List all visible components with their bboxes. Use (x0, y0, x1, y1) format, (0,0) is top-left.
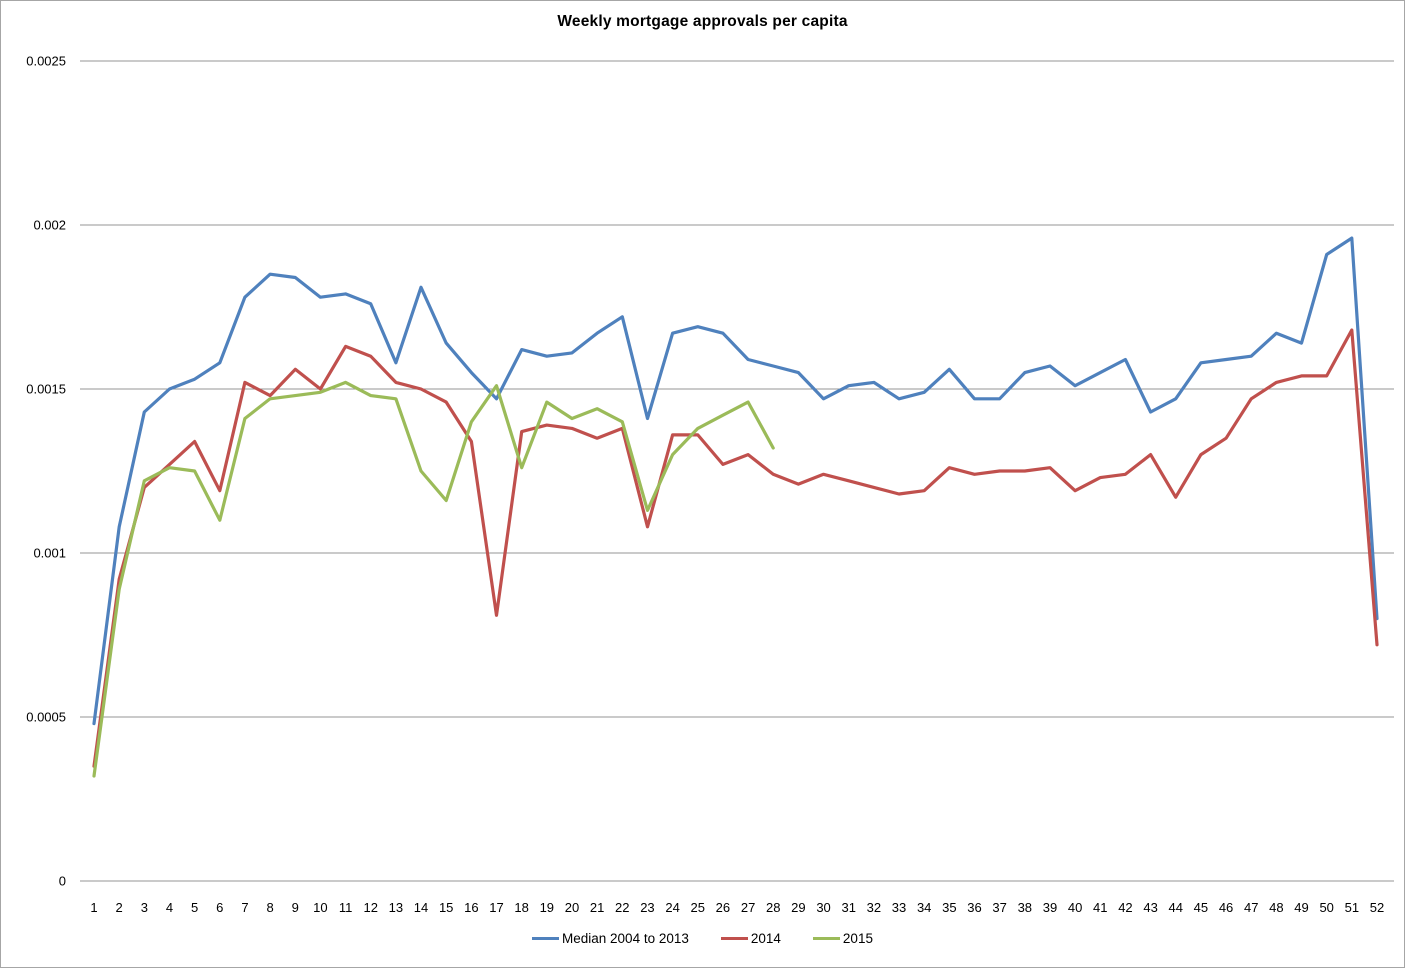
x-tick-label: 3 (141, 900, 148, 915)
x-tick-label: 37 (992, 900, 1006, 915)
legend-swatch-2014 (720, 937, 748, 940)
x-tick-label: 30 (816, 900, 830, 915)
legend-label-2015: 2015 (842, 931, 873, 946)
chart-title: Weekly mortgage approvals per capita (557, 13, 848, 30)
x-axis-labels: 1 2 3 4 5 6 7 8 9 10 11 12 13 14 15 16 17 18 19 20 21 22 23 24 2… (90, 900, 1384, 915)
y-axis-labels: 0 0.0005 0.001 0.0015 0.002 0.0025 (26, 54, 66, 889)
x-tick-label: 40 (1068, 900, 1082, 915)
legend-item-2014: 2014 (720, 931, 781, 946)
x-tick-label: 20 (565, 900, 579, 915)
x-tick-label: 10 (313, 900, 327, 915)
x-tick-label: 32 (867, 900, 881, 915)
x-tick-label: 25 (691, 900, 705, 915)
x-tick-label: 22 (615, 900, 629, 915)
x-tick-label: 6 (216, 900, 223, 915)
y-tick-label: 0 (59, 874, 66, 889)
x-tick-label: 1 (90, 900, 97, 915)
x-tick-label: 8 (266, 900, 273, 915)
x-tick-label: 24 (665, 900, 679, 915)
x-tick-label: 43 (1143, 900, 1157, 915)
x-tick-label: 44 (1169, 900, 1183, 915)
y-tick-label: 0.001 (33, 546, 66, 561)
x-tick-label: 11 (339, 900, 353, 915)
x-tick-label: 13 (389, 900, 403, 915)
y-tick-label: 0.0015 (26, 382, 66, 397)
x-tick-label: 48 (1269, 900, 1283, 915)
series-line-median-2004-to-2013 (92, 236, 1379, 726)
legend-label-2014: 2014 (750, 931, 781, 946)
x-tick-label: 7 (241, 900, 248, 915)
legend-item-median-2004-2013: Median 2004 to 2013 (532, 931, 689, 946)
x-tick-label: 47 (1244, 900, 1258, 915)
x-tick-label: 50 (1319, 900, 1333, 915)
x-tick-label: 38 (1018, 900, 1032, 915)
legend-swatch-median-2004-2013 (532, 937, 560, 940)
x-tick-label: 49 (1294, 900, 1308, 915)
x-tick-label: 51 (1345, 900, 1359, 915)
x-tick-label: 18 (514, 900, 528, 915)
x-tick-label: 2 (116, 900, 123, 915)
y-tick-label: 0.0025 (26, 54, 66, 69)
x-tick-label: 42 (1118, 900, 1132, 915)
x-tick-label: 5 (191, 900, 198, 915)
x-tick-label: 26 (716, 900, 730, 915)
x-tick-label: 28 (766, 900, 780, 915)
x-tick-label: 39 (1043, 900, 1057, 915)
x-tick-label: 46 (1219, 900, 1233, 915)
x-tick-label: 23 (640, 900, 654, 915)
x-tick-label: 9 (292, 900, 299, 915)
legend-swatch-2015 (812, 937, 840, 940)
legend-label-median-2004-2013: Median 2004 to 2013 (562, 931, 689, 946)
x-tick-label: 4 (166, 900, 173, 915)
x-tick-label: 14 (414, 900, 428, 915)
x-tick-label: 27 (741, 900, 755, 915)
x-tick-label: 45 (1194, 900, 1208, 915)
y-tick-label: 0.002 (33, 218, 66, 233)
x-tick-label: 29 (791, 900, 805, 915)
x-tick-label: 12 (363, 900, 377, 915)
x-tick-label: 36 (967, 900, 981, 915)
gridlines (80, 60, 1394, 882)
x-tick-label: 15 (439, 900, 453, 915)
legend-item-2015: 2015 (812, 931, 873, 946)
series-line-2015 (92, 380, 775, 778)
y-tick-label: 0.0005 (26, 710, 66, 725)
x-tick-label: 41 (1093, 900, 1107, 915)
x-tick-label: 33 (892, 900, 906, 915)
chart-legend: Median 2004 to 2013 2014 2015 (0, 931, 1405, 946)
series-line-2014 (92, 328, 1379, 768)
x-tick-label: 35 (942, 900, 956, 915)
x-tick-label: 52 (1370, 900, 1384, 915)
x-tick-label: 17 (489, 900, 503, 915)
x-tick-label: 21 (590, 900, 604, 915)
x-tick-label: 31 (841, 900, 855, 915)
x-tick-label: 34 (917, 900, 931, 915)
x-tick-label: 16 (464, 900, 478, 915)
x-tick-label: 19 (540, 900, 554, 915)
